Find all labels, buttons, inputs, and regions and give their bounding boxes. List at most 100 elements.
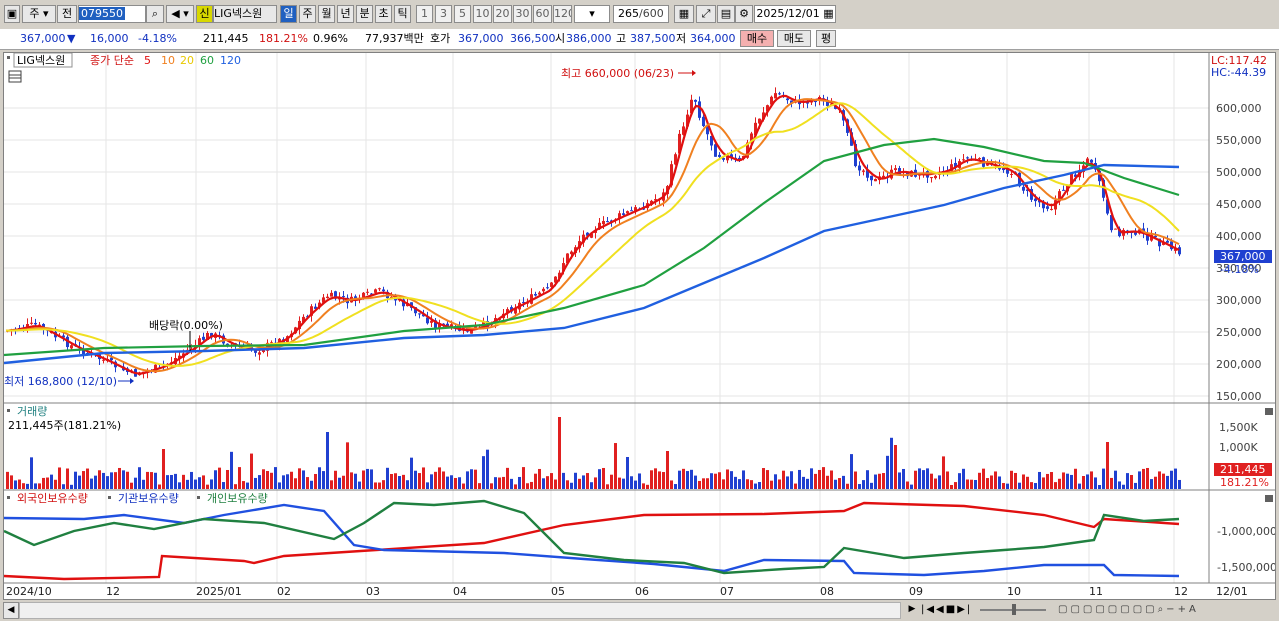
candle-body: [702, 116, 705, 126]
change-arrow-icon: ▼: [67, 32, 76, 45]
volume-bar: [574, 472, 577, 489]
ma120-label[interactable]: 120: [220, 54, 241, 67]
high-arrow-head-icon: [692, 70, 696, 76]
tab-second[interactable]: 초: [375, 5, 392, 23]
ma20-label[interactable]: 20: [180, 54, 194, 67]
grid-lines: [4, 53, 1209, 583]
volume-bar: [478, 483, 481, 489]
tab-minute[interactable]: 분: [356, 5, 373, 23]
ma10-label[interactable]: 10: [161, 54, 175, 67]
volume-bar: [1090, 471, 1093, 489]
volume-bar: [254, 477, 257, 489]
volume-bar: [982, 468, 985, 489]
candle-body: [762, 112, 765, 120]
tab-tick[interactable]: 틱: [394, 5, 411, 23]
candle-body: [866, 170, 869, 178]
zoom-icon[interactable]: ⤢: [696, 5, 716, 23]
interval-10[interactable]: 10: [473, 5, 492, 23]
volume-tick-1000k: 1,000K: [1219, 441, 1258, 454]
holdings-panel-close-icon[interactable]: [1265, 495, 1273, 502]
gear-icon[interactable]: ⚙: [735, 5, 753, 23]
candle-body: [322, 297, 325, 303]
volume-bar: [622, 478, 625, 489]
count-input[interactable]: 265/600: [613, 5, 669, 23]
buy-button[interactable]: 매수: [740, 30, 774, 47]
interval-20[interactable]: 20: [493, 5, 512, 23]
save-icon[interactable]: ▤: [717, 5, 735, 23]
low-arrow-head-icon: [130, 378, 134, 384]
speaker-icon[interactable]: ◀ ▾: [166, 5, 194, 23]
volume-bar: [678, 470, 681, 489]
period-type-select[interactable]: 주 ▾: [22, 5, 56, 23]
volume-bar: [430, 474, 433, 489]
tab-week[interactable]: 주: [299, 5, 316, 23]
tab-month[interactable]: 월: [318, 5, 335, 23]
date-input[interactable]: 2025/12/01 ▦: [754, 5, 836, 23]
candle-body: [1026, 189, 1029, 192]
interval-120[interactable]: 120: [553, 5, 572, 23]
ma60-label[interactable]: 60: [200, 54, 214, 67]
scroll-right-icon[interactable]: ▶: [908, 604, 916, 614]
table-icon[interactable]: [8, 70, 22, 83]
price-panel-title-box[interactable]: [13, 52, 73, 68]
volume-bar: [894, 445, 897, 489]
volume-bar: [550, 473, 553, 489]
sell-button[interactable]: 매도: [777, 30, 811, 47]
volume-bar: [706, 478, 709, 489]
interval-3[interactable]: 3: [435, 5, 452, 23]
stock-code-input[interactable]: 079550: [78, 5, 146, 23]
foreign-holdings-label[interactable]: 외국인보유수량: [17, 492, 88, 505]
volume-bar: [1098, 484, 1101, 489]
chart-type-icon[interactable]: ▦: [674, 5, 694, 23]
volume-bar: [1146, 467, 1149, 489]
candle-body: [1010, 173, 1013, 175]
low-label: 저: [676, 32, 687, 45]
candle-body: [418, 313, 421, 315]
ma5-label[interactable]: 5: [144, 54, 151, 67]
candle-body: [1134, 231, 1137, 235]
prev-button[interactable]: 전: [57, 5, 77, 23]
current-pct-tag-text: -4.18%: [1220, 263, 1259, 276]
candle-body: [790, 100, 793, 104]
volume-panel-title[interactable]: 거래량: [17, 405, 47, 418]
zoom-slider-handle[interactable]: [1012, 604, 1016, 615]
individual-holdings-label[interactable]: 개인보유수량: [207, 492, 268, 505]
eval-button[interactable]: 평: [816, 30, 836, 47]
candle-body: [934, 175, 937, 179]
search-icon[interactable]: ⌕: [146, 5, 164, 23]
x-tick: 09: [909, 585, 923, 598]
volume-bar: [206, 484, 209, 489]
horizontal-scrollbar[interactable]: [19, 602, 901, 619]
volume-bar: [354, 473, 357, 489]
volume-bar: [1078, 483, 1081, 489]
custom-interval-select[interactable]: ▾: [574, 5, 610, 23]
x-tick: 03: [366, 585, 380, 598]
volume-bar: [942, 456, 945, 489]
interval-60[interactable]: 60: [533, 5, 552, 23]
tab-day[interactable]: 일: [280, 5, 297, 23]
tab-year[interactable]: 년: [337, 5, 354, 23]
scroll-left-icon[interactable]: ◀: [3, 602, 19, 619]
volume-bar: [1158, 471, 1161, 489]
interval-1[interactable]: 1: [416, 5, 433, 23]
volume-bar: [730, 471, 733, 489]
interval-5[interactable]: 5: [454, 5, 471, 23]
candle-body: [342, 296, 345, 298]
volume-bar: [742, 470, 745, 489]
volume-bar: [98, 470, 101, 489]
window-icon[interactable]: ▣: [4, 5, 20, 23]
chart-area[interactable]: LIG넥스원 종가 단순 5 10 20 60 120 최고 660,000 (…: [3, 52, 1277, 600]
volume-bar: [722, 479, 725, 489]
chart-tool-icons[interactable]: ▢▢▢▢▢▢▢▢⌕−+A: [1058, 604, 1199, 615]
volume-bar: [1074, 468, 1077, 489]
stock-name-field[interactable]: LIG넥스원: [213, 5, 277, 23]
volume-panel-close-icon[interactable]: [1265, 408, 1273, 415]
volume-bar: [702, 478, 705, 489]
volume-bar: [606, 484, 609, 489]
legend-bullet-icon: [108, 496, 111, 499]
playback-controls[interactable]: |◀◀■▶|: [921, 604, 973, 615]
interval-30[interactable]: 30: [513, 5, 532, 23]
volume-bar: [402, 474, 405, 489]
institution-holdings-label[interactable]: 기관보유수량: [118, 492, 179, 505]
candle-body: [514, 308, 517, 314]
